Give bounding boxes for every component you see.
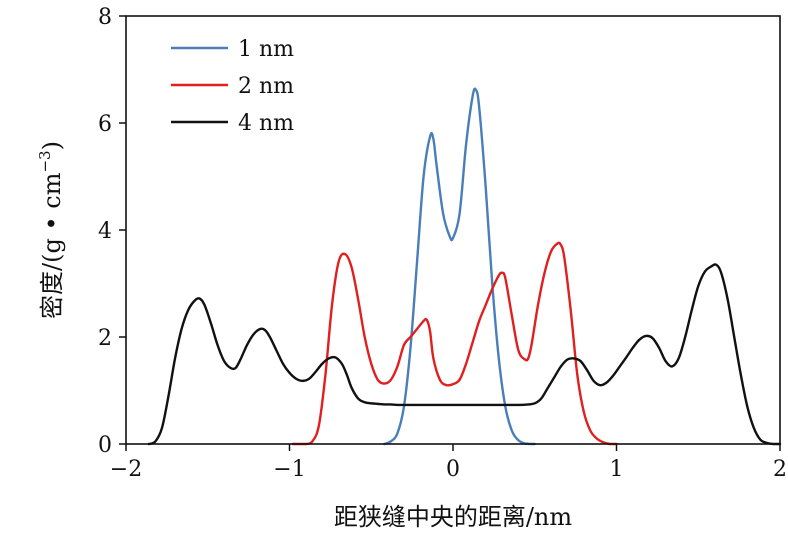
x-tick-label: 1 <box>610 457 624 482</box>
y-axis-label-close: ) <box>38 141 66 150</box>
y-tick-label: 4 <box>98 219 112 244</box>
series-line-1 <box>383 87 536 446</box>
axes-frame <box>125 15 781 445</box>
x-axis-label: 距狭缝中央的距离/nm <box>334 503 573 531</box>
x-tick-label: −1 <box>273 457 305 482</box>
x-tick-label: 0 <box>446 457 460 482</box>
y-axis-label: 密度/(g • cm−3) <box>36 141 66 319</box>
x-tick-label: 2 <box>773 457 787 482</box>
y-tick-label: 2 <box>98 326 112 351</box>
legend-label-3: 4 nm <box>238 111 294 136</box>
y-tick-label: 6 <box>98 112 112 137</box>
legend-label-2: 2 nm <box>238 74 294 99</box>
y-tick-label: 8 <box>98 5 112 30</box>
plot-area <box>147 87 782 446</box>
legend-label-1: 1 nm <box>238 37 294 62</box>
series-line-2 <box>291 241 618 446</box>
series-line-3 <box>147 263 782 446</box>
x-tick-label: −2 <box>110 457 142 482</box>
y-axis-ticks: 0 2 4 6 8 <box>98 5 126 458</box>
y-axis-label-main: 密度/(g • cm <box>38 172 66 319</box>
y-axis-label-sup: −3 <box>36 150 54 172</box>
legend: 1 nm 2 nm 4 nm <box>171 37 294 136</box>
y-tick-label: 0 <box>98 433 112 458</box>
x-axis-ticks: −2 −1 0 1 2 <box>110 444 787 482</box>
